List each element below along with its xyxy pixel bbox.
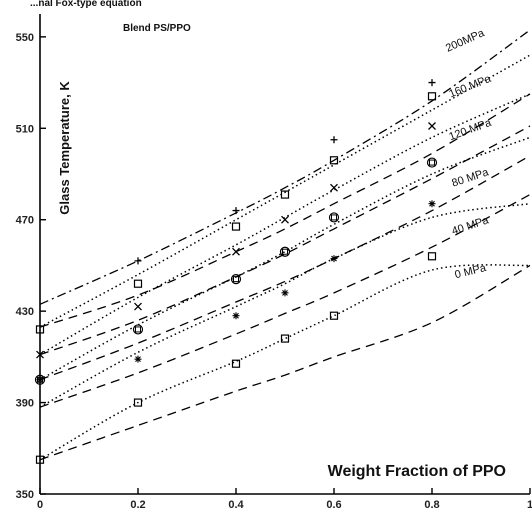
data-point-80-mpa-ring [132,324,144,335]
data-point-0-mpa [231,359,241,368]
data-point-200-mpa [232,207,240,215]
data-point-80-mpa-ring [426,157,438,168]
data-point-80-mpa-ring [34,374,46,385]
data-point-80-mpa-ring [328,212,340,223]
data-point-80-mpa [426,157,438,168]
data-point-40-mpa [428,200,436,208]
data-point-0-mpa [427,252,437,261]
data-point-0-mpa [329,311,339,320]
series-line-dashed-80-mpa [39,155,531,381]
data-point-160-mpa [231,222,241,231]
data-point-80-mpa-ring [230,274,242,285]
y-tick-label: 510 [16,123,34,135]
y-tick-label: 390 [16,398,34,410]
x-tick-label: 0.8 [424,499,439,511]
data-point-160-mpa [280,190,290,199]
data-point-40-mpa [281,289,289,297]
series-line-dotted-80-mpa [39,136,531,381]
data-point-0-mpa [35,455,45,464]
data-point-120-mpa [36,350,44,359]
chart-subtitle: Blend PS/PPO [123,23,191,34]
data-point-40-mpa [36,376,44,384]
x-tick-label: 0.4 [228,499,244,511]
data-point-120-mpa [281,215,289,224]
y-axis-label: Glass Temperature, K [57,81,72,215]
series-line-dashed-0-mpa [39,264,531,461]
x-tick-label: 1 [527,499,532,511]
data-point-80-mpa [34,374,46,385]
series-label-160-mpa: 160 MPa [447,73,493,101]
data-point-200-mpa [428,79,436,87]
data-point-80-mpa-box [135,326,141,333]
y-tick-label: 470 [16,215,34,227]
data-point-40-mpa [134,355,142,363]
x-tick-label: 0 [37,499,43,511]
plot-area: 350 390 430 470 510 550 0 0.2 0.4 0.6 0.8 1 0 MPa 40 … [16,14,532,511]
data-point-200-mpa [330,136,338,144]
series-label-200-mpa: 200MPa [444,27,487,55]
series-label-0-mpa: 0 MPa [454,262,489,282]
data-point-80-mpa-box [282,248,288,255]
data-point-80-mpa [132,324,144,335]
series-line-dashed-40-mpa [39,194,531,408]
data-point-160-mpa [133,279,143,288]
data-point-80-mpa-box [37,376,43,383]
data-point-120-mpa [428,122,436,130]
series-line-dashdot-200-mpa [39,29,531,305]
data-point-40-mpa [232,312,240,320]
data-point-120-mpa [134,302,142,311]
series-label-120-mpa: 120 MPa [447,117,493,144]
data-point-200-mpa [134,257,142,265]
series-label-40-mpa: 40 MPa [450,214,491,237]
data-point-0-mpa [280,334,290,343]
x-tick-label: 0.2 [130,499,145,511]
chart-title-partial: ...nal Fox-type equation [30,0,142,9]
data-point-80-mpa [328,212,340,223]
data-point-160-mpa [35,325,45,334]
data-point-0-mpa [133,398,143,407]
data-point-160-mpa [329,156,339,165]
data-point-120-mpa [330,183,338,192]
series-label-80-mpa: 80 MPa [450,166,491,189]
y-tick-label: 430 [16,306,34,318]
x-axis-label: Weight Fraction of PPO [328,463,506,480]
y-tick-label: 350 [16,489,34,501]
series-line-dashed-120-mpa [39,125,531,356]
series-line-dotted-120-mpa [39,93,531,356]
x-tick-label: 0.6 [326,499,341,511]
data-point-80-mpa [279,246,291,257]
y-tick-label: 550 [16,32,34,44]
data-point-80-mpa-ring [279,246,291,257]
data-point-80-mpa-box [331,214,337,221]
series-line-dotted-160-mpa [39,54,531,328]
data-point-160-mpa [427,92,437,101]
data-point-80-mpa-box [429,159,435,166]
